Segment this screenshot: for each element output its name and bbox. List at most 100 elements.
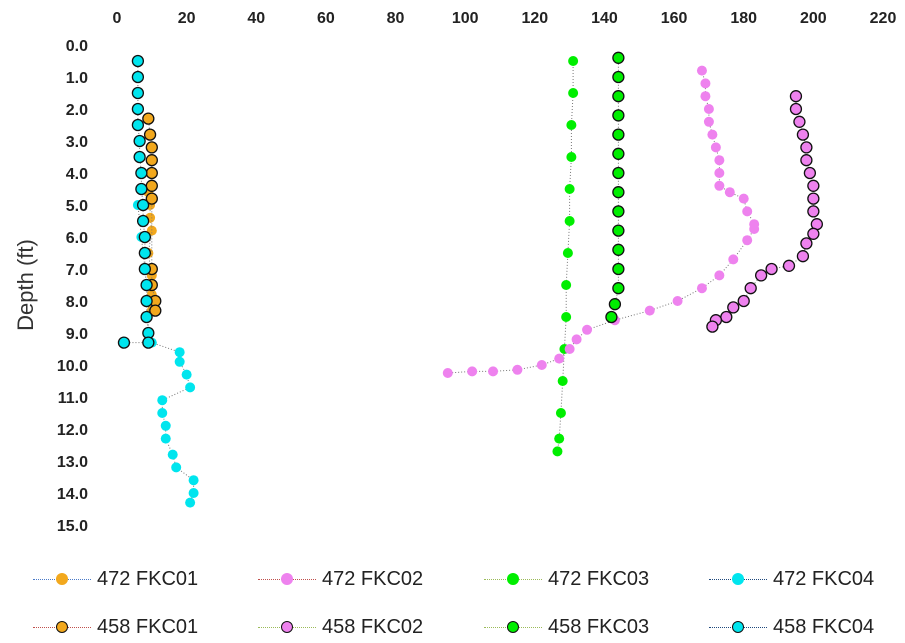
legend-label: 472 FKC04 <box>773 567 875 590</box>
data-point <box>582 324 593 335</box>
data-point <box>710 142 721 153</box>
data-point <box>488 366 499 377</box>
data-point <box>807 192 820 205</box>
data-point <box>796 128 810 141</box>
series-layer <box>117 51 823 508</box>
x-axis-ticks: 0 20 40 60 80 100 120 140 160 180 200 220 <box>113 10 897 27</box>
data-point <box>744 282 757 295</box>
legend-marker <box>709 569 767 589</box>
data-point <box>554 353 565 364</box>
data-point <box>467 366 478 377</box>
data-point <box>138 262 152 276</box>
x-tick-label: 120 <box>521 10 548 27</box>
x-tick-label: 100 <box>452 10 479 27</box>
data-point <box>555 408 566 418</box>
data-point <box>135 182 148 196</box>
data-point <box>612 262 625 276</box>
data-point <box>700 91 711 102</box>
data-point <box>181 369 192 380</box>
legend: 472 FKC01 472 FKC02 472 FKC03 472 FKC04 458 … <box>0 556 905 643</box>
data-point <box>807 227 820 240</box>
data-point <box>612 109 625 122</box>
x-tick-label: 220 <box>870 10 897 27</box>
data-point <box>140 294 153 308</box>
data-point <box>714 270 725 281</box>
data-point <box>188 488 199 498</box>
legend-marker <box>258 617 316 637</box>
legend-label: 472 FKC03 <box>548 567 650 590</box>
data-point <box>793 115 806 128</box>
data-point <box>131 54 145 68</box>
y-tick-label: 6.0 <box>66 230 88 247</box>
y-axis-ticks: 0.0 1.0 2.0 3.0 4.0 5.0 6.0 7.0 8.0 9.0 10.0 11.0 12… <box>57 38 88 535</box>
legend-item: 458 FKC01 <box>33 613 198 641</box>
data-point <box>157 395 168 406</box>
data-point <box>608 298 622 311</box>
data-point <box>706 320 719 333</box>
data-point <box>149 304 162 317</box>
data-point <box>714 155 725 166</box>
y-tick-label: 12.0 <box>57 422 88 439</box>
data-point <box>724 187 735 198</box>
data-point <box>571 334 582 345</box>
x-tick-label: 20 <box>178 10 196 27</box>
data-point <box>145 166 158 180</box>
data-point <box>566 120 577 130</box>
legend-marker <box>484 569 542 589</box>
data-point <box>564 184 575 194</box>
data-point <box>789 90 803 103</box>
data-point <box>142 112 155 125</box>
legend-item: 458 FKC04 <box>709 613 874 641</box>
y-tick-label: 9.0 <box>66 326 88 343</box>
legend-item: 472 FKC03 <box>484 565 649 593</box>
data-point <box>568 56 579 66</box>
data-point <box>800 237 813 250</box>
data-point <box>612 243 625 256</box>
data-point <box>174 347 185 358</box>
data-point <box>800 154 813 167</box>
data-point <box>742 235 753 246</box>
series-458-fkc03 <box>605 51 625 324</box>
y-tick-label: 3.0 <box>66 134 88 151</box>
y-tick-label: 4.0 <box>66 166 88 183</box>
data-point <box>136 198 150 212</box>
data-point <box>171 462 182 473</box>
legend-marker <box>258 569 316 589</box>
data-point <box>782 259 796 272</box>
data-point <box>612 128 625 141</box>
series-472-fkc02 <box>442 65 760 378</box>
data-point <box>707 129 718 140</box>
data-point <box>612 90 625 103</box>
data-point <box>754 269 768 282</box>
data-point <box>789 102 803 116</box>
data-point <box>133 134 146 148</box>
data-point <box>612 282 625 295</box>
data-point <box>140 278 153 292</box>
legend-marker <box>33 617 91 637</box>
data-point <box>185 497 196 508</box>
data-point <box>561 312 572 322</box>
data-point <box>131 102 145 116</box>
series-458-fkc04 <box>117 54 155 349</box>
data-point <box>612 70 625 84</box>
legend-item: 472 FKC04 <box>709 565 874 593</box>
data-point <box>612 166 625 180</box>
data-point <box>612 147 625 160</box>
data-point <box>800 141 813 154</box>
data-point <box>700 78 711 89</box>
y-tick-label: 1.0 <box>66 70 88 87</box>
data-point <box>742 206 753 217</box>
data-point <box>138 246 152 260</box>
legend-label: 458 FKC04 <box>773 615 875 638</box>
data-point <box>145 192 158 205</box>
x-tick-label: 180 <box>730 10 757 27</box>
data-point <box>720 310 733 324</box>
data-point <box>140 310 153 324</box>
y-tick-label: 13.0 <box>57 454 88 471</box>
data-point <box>442 368 453 378</box>
data-point <box>554 433 565 444</box>
x-tick-label: 0 <box>113 10 122 27</box>
legend-label: 472 FKC01 <box>97 567 199 590</box>
data-point <box>145 141 158 154</box>
legend-item: 458 FKC02 <box>258 613 423 641</box>
